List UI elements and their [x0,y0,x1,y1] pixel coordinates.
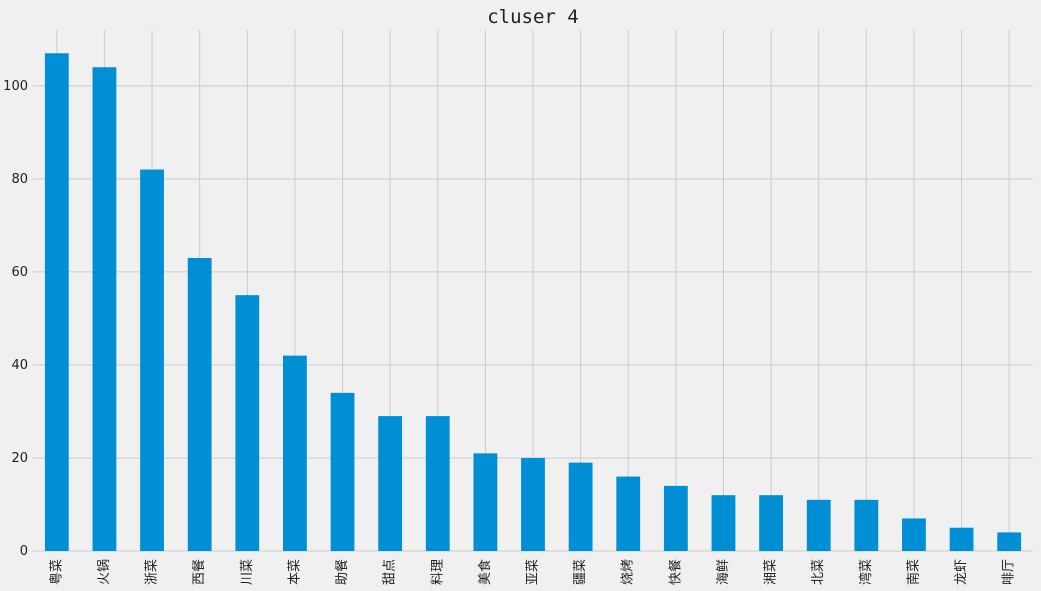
x-tick-label: 疆菜 [573,559,588,585]
bars-group [44,53,1022,551]
bar-海鲜 [711,495,736,551]
bar-湾菜 [854,499,879,551]
x-tick-label: 川菜 [240,559,255,585]
x-tick-label: 啡厅 [1002,559,1017,585]
y-tick-label: 100 [3,79,28,94]
x-tick-label: 火锅 [96,559,112,585]
y-tick-label: 60 [11,265,28,280]
bar-疆菜 [568,462,593,551]
bar-龙虾 [949,527,974,551]
x-tick-label: 湘菜 [764,559,779,585]
bar-快餐 [663,485,688,551]
bar-湘菜 [759,495,783,551]
bar-南菜 [902,518,926,551]
bar-啡厅 [997,532,1022,551]
x-tick-label: 亚菜 [526,559,541,585]
y-tick-label: 40 [11,358,28,373]
x-tick-label: 湾菜 [858,559,874,585]
x-tick-label: 助餐 [334,559,350,585]
bar-亚菜 [521,457,545,551]
y-tick-label: 0 [20,544,28,559]
x-tick-label: 海鲜 [716,559,731,585]
bar-料理 [425,416,450,551]
chart-title: cluser 4 [487,6,579,28]
bar-烧烤 [616,476,641,551]
x-axis-ticks: 粤菜 火锅 浙菜 西餐 川菜 本菜 助餐 甜点 料理 美食 亚菜 疆菜 烧烤 快餐 海鲜 湘菜 北菜 湾菜 南菜 龙虾… [48,559,1016,585]
x-tick-label: 烧烤 [621,559,636,585]
bar-美食 [473,453,498,551]
bar-川菜 [235,295,260,551]
bar-本菜 [283,355,307,551]
y-tick-label: 20 [11,451,28,466]
x-tick-label: 西餐 [191,559,207,585]
bar-西餐 [187,257,212,551]
y-axis-ticks: 0 20 40 60 80 100 [3,79,28,559]
x-tick-label: 粤菜 [48,559,64,585]
bar-甜点 [378,416,403,551]
x-tick-label: 北菜 [811,559,826,585]
x-tick-label: 甜点 [382,559,398,585]
x-tick-label: 料理 [430,559,445,585]
bar-浙菜 [140,169,164,551]
y-tick-label: 80 [11,172,28,187]
x-tick-label: 龙虾 [954,559,969,585]
x-tick-label: 美食 [477,559,493,585]
bar-北菜 [806,499,831,551]
x-tick-label: 快餐 [667,559,683,585]
bar-助餐 [330,392,355,551]
x-tick-label: 浙菜 [145,559,160,585]
x-tick-label: 南菜 [905,559,921,585]
bar-粤菜 [44,53,69,551]
x-tick-label: 本菜 [287,559,302,585]
bar-火锅 [92,67,117,551]
